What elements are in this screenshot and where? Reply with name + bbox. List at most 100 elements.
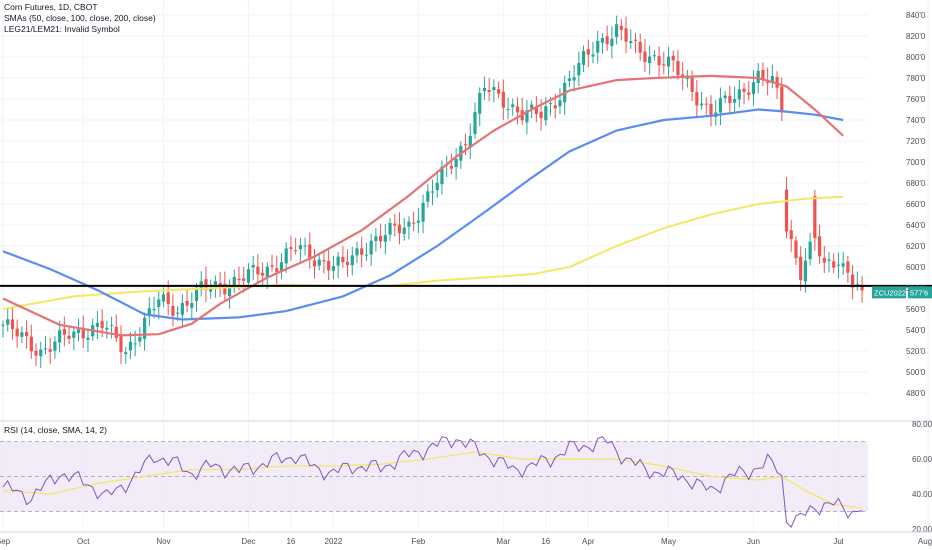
- candle-body[interactable]: [430, 191, 435, 193]
- candle-body[interactable]: [690, 77, 694, 92]
- candle-body[interactable]: [789, 230, 793, 240]
- candle-body[interactable]: [303, 245, 307, 247]
- candle-body[interactable]: [62, 329, 66, 335]
- candle-body[interactable]: [676, 60, 680, 76]
- candle-body[interactable]: [586, 49, 590, 55]
- candle-body[interactable]: [308, 244, 312, 260]
- candle-body[interactable]: [152, 309, 156, 311]
- candle-body[interactable]: [322, 260, 326, 262]
- candle-body[interactable]: [407, 221, 411, 227]
- candle-body[interactable]: [855, 284, 859, 286]
- candle-body[interactable]: [558, 100, 562, 107]
- candle-body[interactable]: [279, 262, 284, 271]
- candle-body[interactable]: [605, 36, 609, 45]
- candle-body[interactable]: [751, 82, 756, 95]
- candle-body[interactable]: [355, 248, 359, 256]
- candle-body[interactable]: [482, 87, 487, 92]
- candle-body[interactable]: [633, 39, 638, 41]
- candle-body[interactable]: [105, 327, 109, 330]
- candle-body[interactable]: [780, 86, 784, 111]
- candle-body[interactable]: [497, 89, 501, 94]
- candle-body[interactable]: [440, 166, 444, 185]
- candle-body[interactable]: [364, 254, 369, 256]
- candle-body[interactable]: [86, 337, 90, 340]
- candle-body[interactable]: [388, 222, 392, 235]
- candle-body[interactable]: [270, 265, 274, 267]
- candle-body[interactable]: [473, 111, 477, 135]
- candle-body[interactable]: [15, 328, 19, 337]
- candle-body[interactable]: [213, 281, 217, 287]
- candle-body[interactable]: [426, 191, 430, 202]
- candle-body[interactable]: [261, 272, 265, 276]
- candle-body[interactable]: [841, 263, 845, 267]
- candle-body[interactable]: [218, 283, 222, 286]
- candle-body[interactable]: [100, 321, 104, 328]
- candle-body[interactable]: [803, 260, 807, 282]
- candle-body[interactable]: [350, 255, 354, 266]
- candle-body[interactable]: [397, 224, 402, 234]
- candle-body[interactable]: [25, 331, 29, 337]
- candle-body[interactable]: [648, 56, 652, 64]
- candle-body[interactable]: [29, 336, 33, 352]
- candle-body[interactable]: [718, 98, 723, 113]
- candle-body[interactable]: [416, 220, 420, 223]
- candle-body[interactable]: [610, 38, 614, 46]
- candle-body[interactable]: [20, 332, 24, 337]
- candle-body[interactable]: [813, 195, 817, 238]
- candle-body[interactable]: [846, 261, 850, 273]
- candle-body[interactable]: [624, 28, 628, 42]
- candle-body[interactable]: [256, 266, 260, 275]
- candle-body[interactable]: [176, 312, 180, 314]
- candle-body[interactable]: [756, 70, 760, 83]
- candle-body[interactable]: [511, 104, 515, 107]
- candle-body[interactable]: [662, 64, 666, 66]
- candle-body[interactable]: [737, 89, 741, 100]
- candle-body[interactable]: [180, 302, 184, 315]
- candle-body[interactable]: [209, 288, 213, 292]
- candle-body[interactable]: [652, 55, 656, 57]
- candle-body[interactable]: [567, 78, 571, 81]
- candle-body[interactable]: [468, 135, 472, 148]
- candle-body[interactable]: [114, 326, 118, 338]
- candle-body[interactable]: [784, 189, 789, 232]
- candle-body[interactable]: [742, 88, 746, 92]
- candle-body[interactable]: [581, 51, 586, 65]
- candle-body[interactable]: [294, 250, 298, 252]
- candle-body[interactable]: [671, 55, 675, 61]
- candle-body[interactable]: [501, 91, 505, 108]
- candle-body[interactable]: [157, 299, 161, 307]
- candle-body[interactable]: [369, 240, 373, 255]
- candle-body[interactable]: [39, 349, 43, 357]
- candle-body[interactable]: [615, 24, 619, 38]
- candle-body[interactable]: [10, 319, 15, 329]
- candle-body[interactable]: [43, 348, 48, 350]
- candle-body[interactable]: [298, 245, 302, 250]
- candle-body[interactable]: [733, 98, 737, 103]
- candle-body[interactable]: [525, 110, 529, 123]
- candle-body[interactable]: [133, 343, 137, 345]
- candle-body[interactable]: [331, 266, 335, 271]
- candle-body[interactable]: [454, 159, 458, 168]
- candle-body[interactable]: [822, 258, 826, 263]
- candle-body[interactable]: [832, 261, 836, 268]
- candle-body[interactable]: [463, 144, 468, 146]
- candle-body[interactable]: [237, 278, 241, 281]
- candle-body[interactable]: [506, 109, 510, 111]
- candle-body[interactable]: [171, 305, 175, 316]
- candle-body[interactable]: [572, 77, 576, 81]
- candle-body[interactable]: [544, 106, 548, 121]
- candle-body[interactable]: [76, 329, 81, 333]
- candle-body[interactable]: [666, 56, 671, 67]
- candle-body[interactable]: [596, 40, 600, 53]
- candle-body[interactable]: [619, 25, 623, 30]
- candle-body[interactable]: [95, 322, 99, 327]
- candle-body[interactable]: [265, 266, 269, 278]
- candle-body[interactable]: [1, 324, 5, 326]
- candle-body[interactable]: [374, 236, 378, 242]
- candle-body[interactable]: [657, 56, 661, 66]
- candle-body[interactable]: [548, 103, 553, 105]
- candle-body[interactable]: [539, 111, 543, 119]
- candle-body[interactable]: [817, 236, 822, 257]
- candle-body[interactable]: [242, 278, 246, 281]
- candle-body[interactable]: [851, 274, 855, 288]
